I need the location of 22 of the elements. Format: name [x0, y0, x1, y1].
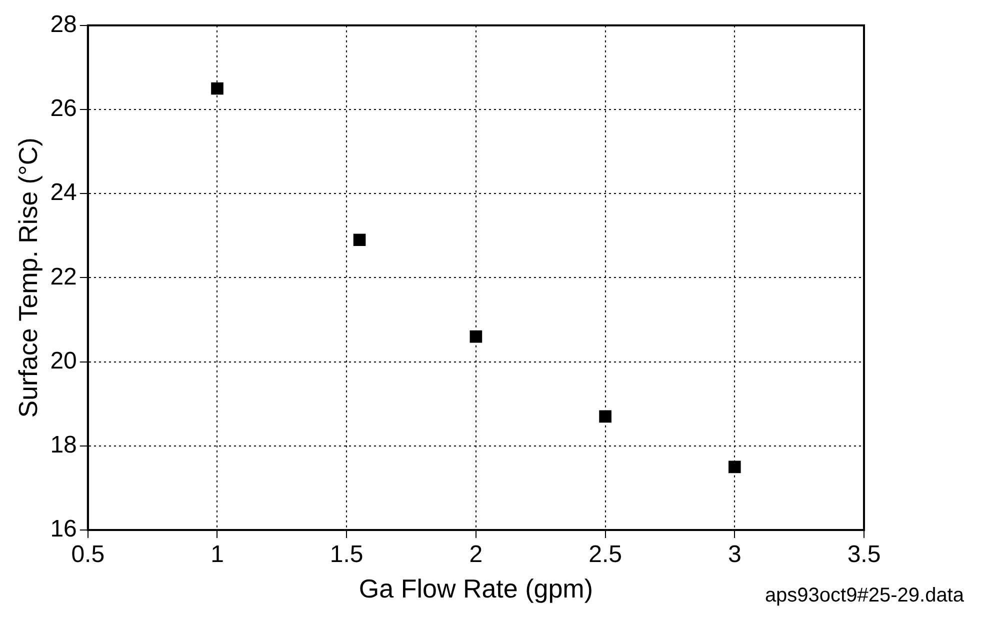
x-axis-title: Ga Flow Rate (gpm): [358, 574, 593, 604]
point: [728, 460, 741, 474]
x-tick-label: 3: [728, 541, 742, 568]
x-tick-label: 2: [469, 541, 483, 568]
x-tick-label: 2.5: [588, 541, 622, 568]
point: [470, 330, 482, 343]
text: aps93oct9#25-29.data: [764, 584, 965, 607]
y-axis-title: Surface Temp. Rise (°C): [12, 138, 43, 418]
point: [599, 410, 612, 423]
point: [353, 234, 366, 246]
y-tick-label: 16: [50, 516, 77, 543]
y-tick-label: 20: [50, 347, 77, 374]
y-tick-label: 22: [50, 263, 77, 290]
y-tick-label: 18: [50, 432, 77, 459]
point: [211, 82, 224, 95]
x-tick-label: 1: [210, 541, 224, 568]
x-tick-label: 0.5: [71, 541, 105, 568]
x-tick-label: 1.5: [330, 541, 364, 568]
y-tick-label: 26: [50, 95, 77, 122]
y-tick-label: 24: [50, 179, 77, 206]
y-tick-label: 28: [50, 11, 77, 38]
x-tick-label: 3.5: [847, 541, 881, 568]
